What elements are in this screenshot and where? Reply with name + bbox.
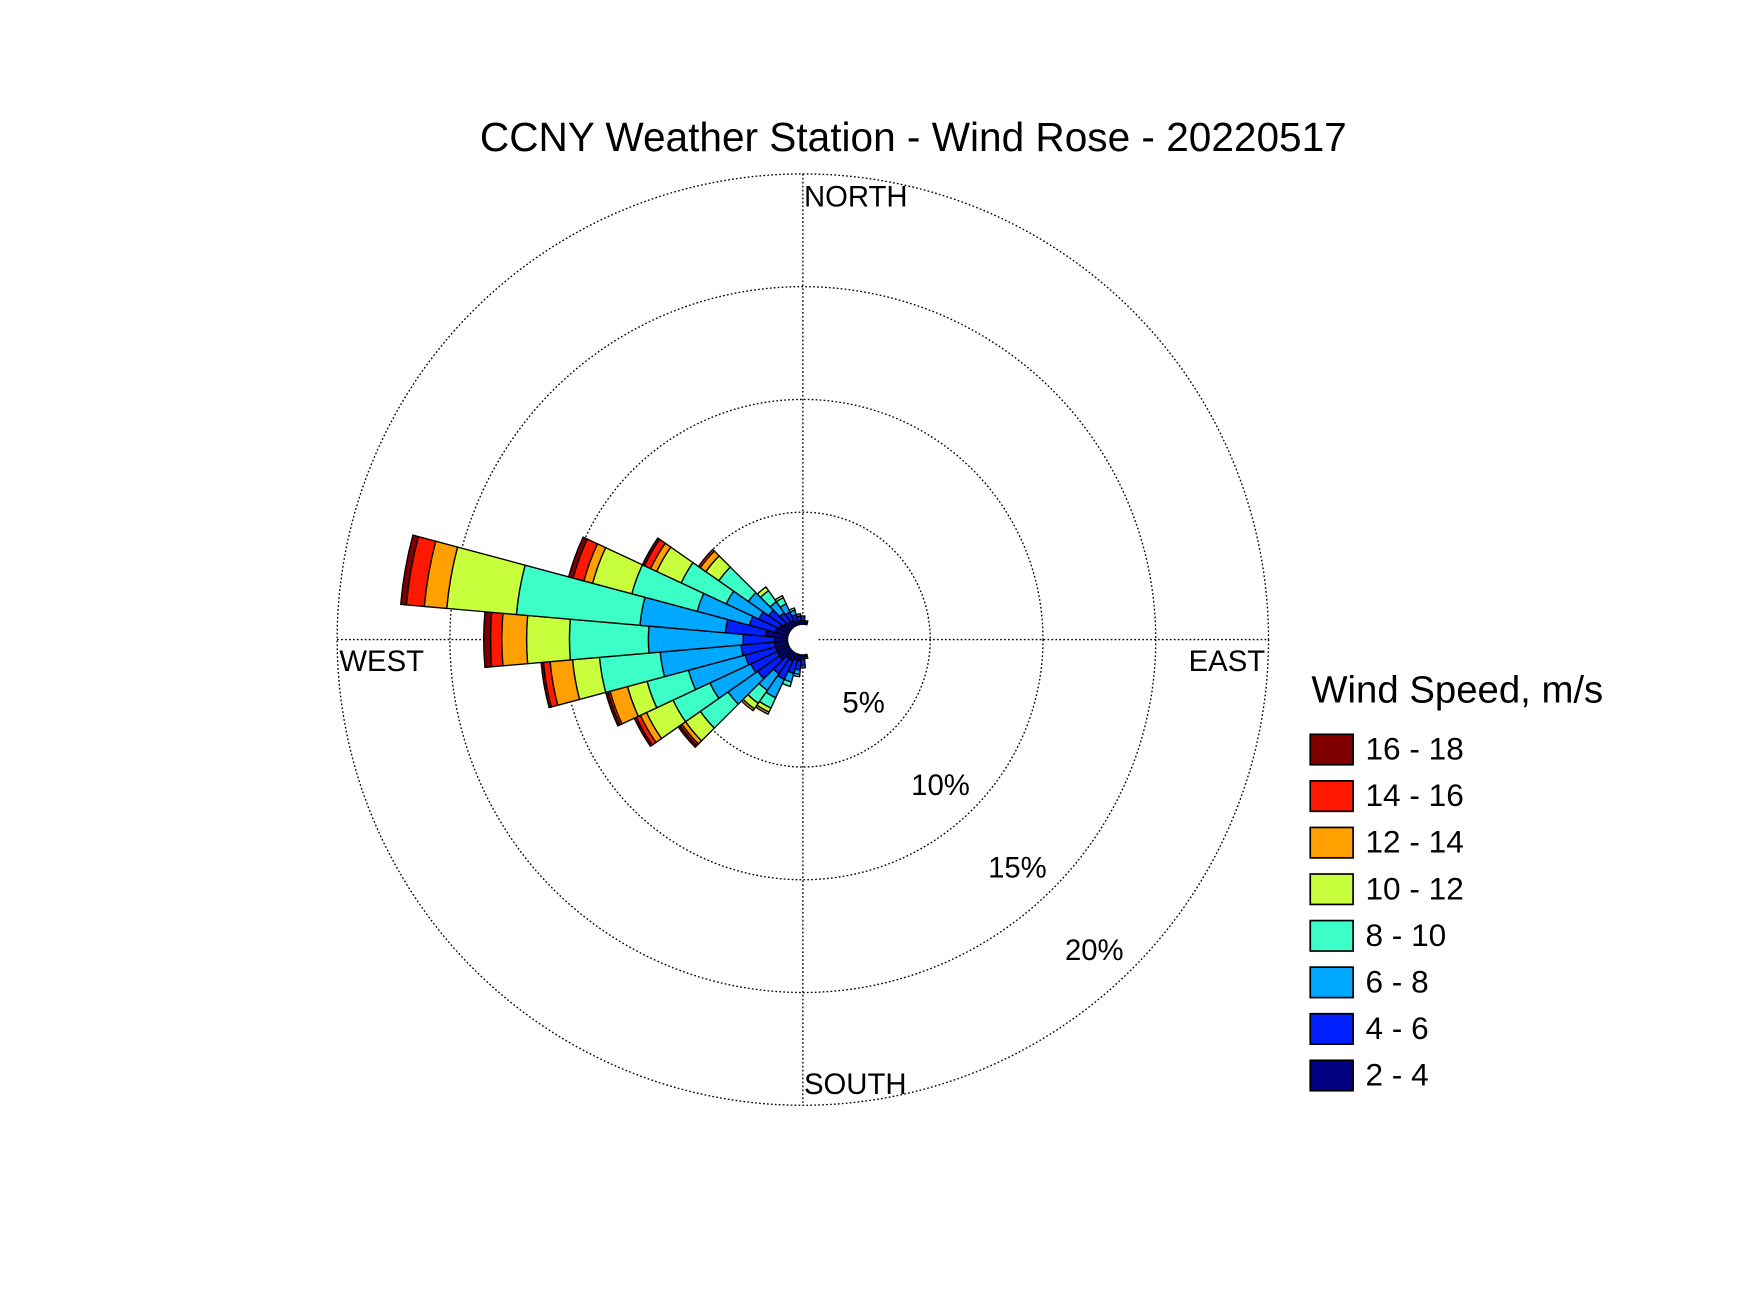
legend-swatch [1309, 966, 1354, 999]
wedge-segment [697, 548, 716, 569]
west-label: WEST [339, 645, 424, 678]
grid-ring [336, 173, 1270, 1106]
legend-label: 10 - 12 [1365, 870, 1463, 906]
wedge-segment [483, 611, 493, 669]
legend-swatch [1309, 1059, 1354, 1092]
legend-label: 2 - 4 [1365, 1057, 1428, 1093]
wedge-segment [525, 614, 572, 665]
legend-swatch [1309, 780, 1354, 813]
legend-label: 4 - 6 [1365, 1010, 1428, 1046]
wedge-segment [399, 534, 420, 606]
r-tick-label: 20% [1065, 934, 1124, 967]
legend-swatch [1309, 873, 1354, 906]
legend-swatch [1309, 733, 1354, 766]
south-label: SOUTH [804, 1068, 907, 1101]
wind-rose [399, 534, 818, 749]
legend-swatch [1309, 919, 1354, 952]
wedge-segment [567, 536, 589, 579]
legend-label: 8 - 10 [1365, 917, 1446, 953]
r-tick-label: 15% [988, 851, 1047, 884]
chart-title: CCNY Weather Station - Wind Rose - 20220… [480, 114, 1347, 160]
wedge-segment [641, 537, 661, 567]
legend-swatch [1309, 826, 1354, 859]
legend-label: 6 - 8 [1365, 963, 1428, 999]
wedge-segment [788, 607, 796, 613]
legend-swatch [1309, 1012, 1354, 1046]
legend-label: 16 - 18 [1365, 731, 1463, 767]
wedge-segment [501, 612, 529, 667]
r-tick-label: 5% [842, 686, 884, 719]
wedge-segment [489, 611, 504, 668]
wedge-segment [756, 585, 770, 599]
north-label: NORTH [804, 180, 908, 213]
wedge-segment [446, 546, 526, 616]
legend-title: Wind Speed, m/s [1311, 669, 1603, 712]
r-tick-label: 10% [911, 769, 970, 802]
legend-label: 12 - 14 [1365, 824, 1463, 860]
legend-label: 14 - 16 [1365, 777, 1463, 813]
wedge-segment [774, 594, 785, 603]
center-hole [788, 624, 818, 655]
east-label: EAST [1189, 645, 1266, 678]
wedge-segment [803, 619, 809, 625]
wedge-segment [795, 613, 802, 618]
